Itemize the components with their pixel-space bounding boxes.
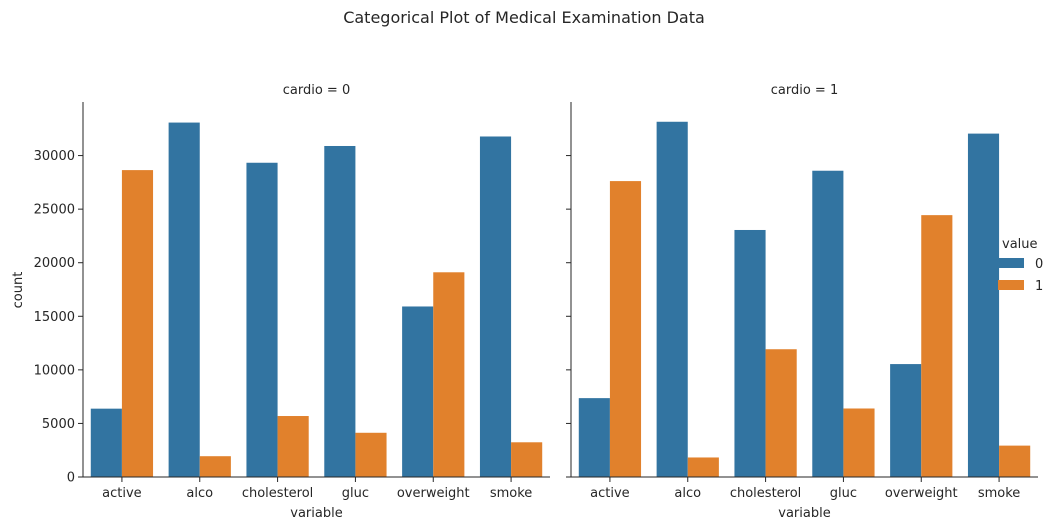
- bar-alco-value-0: [656, 121, 688, 477]
- x-tick-label: overweight: [397, 486, 470, 501]
- chart-title: Categorical Plot of Medical Examination …: [343, 8, 705, 27]
- bar-cholesterol-value-0: [246, 162, 278, 477]
- bar-overweight-value-0: [402, 306, 434, 477]
- x-tick-label: gluc: [830, 486, 857, 501]
- bar-alco-value-0: [168, 122, 200, 477]
- legend-label-1: 1: [1035, 279, 1043, 294]
- legend-swatch-1: [998, 280, 1024, 290]
- y-tick-label: 15000: [34, 310, 75, 325]
- x-tick-label: gluc: [342, 486, 369, 501]
- bar-gluc-value-0: [812, 170, 844, 478]
- x-tick-label: smoke: [978, 486, 1020, 501]
- panel-cardio-0: cardio = 0 active alco cholesterol gluc overw…: [34, 83, 550, 521]
- bar-gluc-value-0: [324, 145, 356, 478]
- bar-smoke-value-0: [967, 133, 1000, 478]
- legend-label-0: 0: [1035, 257, 1043, 272]
- panel-cardio-1: cardio = 1 active alco cholesterol gluc overw…: [566, 83, 1038, 521]
- bar-cholesterol-value-1: [277, 416, 309, 477]
- y-tick-label: 25000: [34, 203, 75, 218]
- legend: value 0 1: [998, 237, 1043, 294]
- bar-active-value-1: [609, 181, 642, 477]
- legend-swatch-0: [998, 258, 1024, 268]
- bar-smoke-value-1: [999, 445, 1031, 477]
- y-tick-label: 20000: [34, 256, 75, 271]
- bar-overweight-value-0: [890, 364, 922, 477]
- x-tick-label: cholesterol: [242, 486, 313, 501]
- x-axis-label: variable: [778, 506, 830, 521]
- x-tick-label: smoke: [490, 486, 532, 501]
- y-tick-label: 10000: [34, 363, 75, 378]
- bar-alco-value-1: [687, 457, 719, 477]
- bar-overweight-value-1: [921, 215, 953, 477]
- bar-gluc-value-1: [843, 408, 875, 477]
- bar-smoke-value-1: [511, 442, 543, 477]
- legend-title: value: [1002, 237, 1038, 252]
- x-tick-label: active: [590, 486, 630, 501]
- y-tick-label: 30000: [34, 149, 75, 164]
- bar-active-value-0: [90, 408, 122, 477]
- bar-gluc-value-1: [355, 432, 387, 477]
- x-tick-label: active: [102, 486, 142, 501]
- bar-overweight-value-1: [433, 272, 465, 477]
- y-axis-label: count: [11, 272, 26, 309]
- x-axis-label: variable: [290, 506, 342, 521]
- bar-active-value-0: [578, 398, 610, 477]
- facet-title: cardio = 1: [771, 83, 838, 98]
- bar-alco-value-1: [199, 456, 231, 477]
- x-tick-label: overweight: [885, 486, 958, 501]
- bar-smoke-value-0: [479, 136, 512, 478]
- x-tick-label: alco: [186, 486, 213, 501]
- y-tick-label: 5000: [42, 417, 75, 432]
- bar-active-value-1: [121, 170, 154, 478]
- y-tick-label: 0: [67, 471, 75, 486]
- facet-title: cardio = 0: [283, 83, 350, 98]
- x-tick-label: alco: [674, 486, 701, 501]
- bar-cholesterol-value-1: [765, 349, 797, 477]
- x-tick-label: cholesterol: [730, 486, 801, 501]
- bar-cholesterol-value-0: [734, 229, 766, 477]
